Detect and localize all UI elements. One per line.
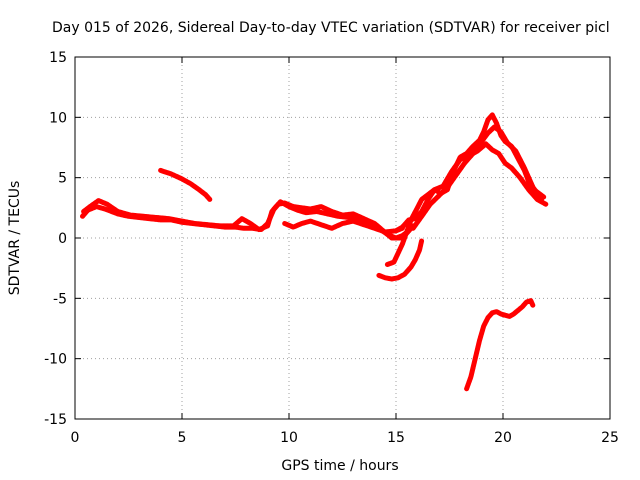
series-track-9: [464, 298, 536, 392]
series-track-8: [376, 237, 425, 282]
y-axis-label: SDTVAR / TECUs: [7, 181, 23, 296]
series-track-2: [81, 198, 416, 241]
series-track-6: [410, 124, 544, 231]
y-tick-label: 5: [58, 171, 67, 187]
y-tick-label: -10: [44, 352, 67, 368]
chart-title: Day 015 of 2026, Sidereal Day-to-day VTE…: [52, 20, 610, 36]
x-tick-label: 10: [280, 430, 298, 446]
y-tick-label: 0: [58, 231, 67, 247]
y-tick-label: -15: [44, 412, 67, 428]
series-track-4: [384, 141, 549, 267]
data-marks: [80, 112, 549, 392]
series-track-7: [158, 167, 213, 202]
x-tick-label: 20: [494, 430, 512, 446]
series-track-3: [282, 218, 405, 235]
x-tick-label: 5: [178, 430, 187, 446]
y-tick-label: 15: [49, 50, 67, 66]
x-tick-label: 25: [601, 430, 619, 446]
y-tick-label: -5: [53, 291, 67, 307]
y-tick-label: 10: [49, 110, 67, 126]
axis-ticks: 0 5 10 15 20 25 -15 -10 -5 0 5 10 15: [44, 50, 619, 446]
x-tick-label: 0: [71, 430, 80, 446]
x-tick-label: 15: [387, 430, 405, 446]
x-axis-label: GPS time / hours: [281, 458, 398, 474]
